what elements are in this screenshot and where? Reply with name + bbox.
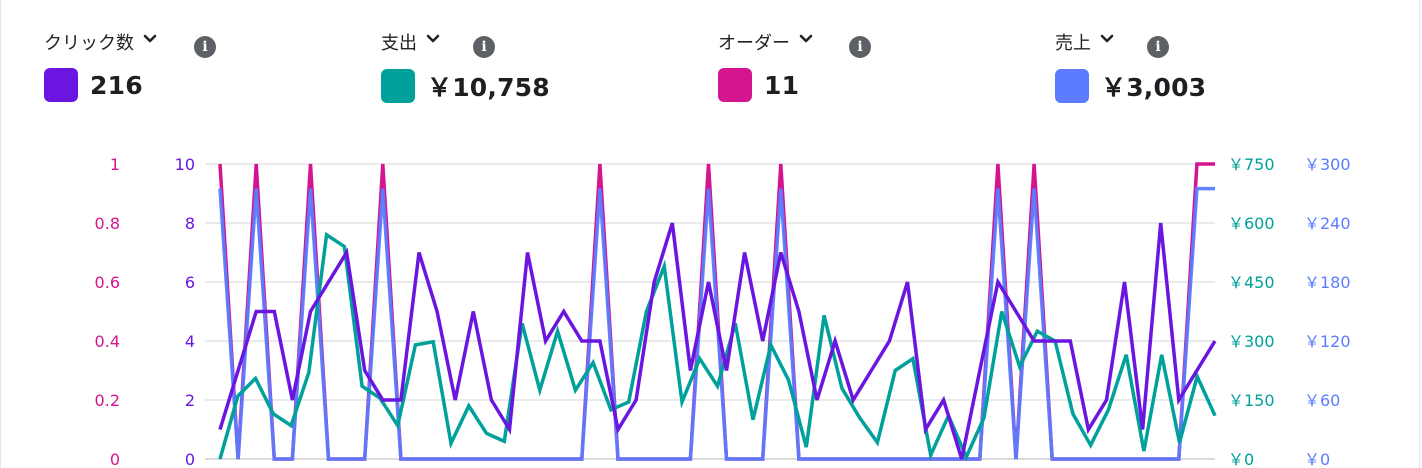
metric-orders-value: 11 — [764, 70, 800, 100]
metric-sales-swatch — [1055, 69, 1089, 103]
metric-spend-value: ￥10,758 — [427, 73, 550, 102]
axis-tick-label: ￥180 — [1304, 273, 1351, 292]
series-line-spend — [218, 231, 1217, 462]
axis-tick-label: ￥60 — [1304, 391, 1340, 410]
axis-tick-label: 0.8 — [95, 214, 120, 233]
metric-clicks-label: クリック数 — [44, 33, 134, 54]
axis-tick-label: ￥300 — [1304, 155, 1351, 174]
metric-clicks-swatch — [44, 68, 78, 102]
axis-tick-label: 0 — [110, 450, 120, 468]
axis-tick-label: 8 — [185, 214, 195, 233]
axis-tick-label: 2 — [185, 391, 195, 410]
info-icon[interactable]: i — [1147, 36, 1169, 58]
axis-tick-label: 10 — [175, 155, 195, 174]
metric-sales-value: ￥3,003 — [1101, 73, 1207, 102]
metric-spend-swatch — [381, 69, 415, 103]
metric-spend: 支出 i ￥10,758 — [381, 26, 550, 106]
axis-tick-label: ￥120 — [1304, 332, 1351, 351]
axis-tick-label: ￥150 — [1228, 391, 1275, 410]
axis-tick-label: ￥240 — [1304, 214, 1351, 233]
axis-tick-label: 0 — [185, 450, 195, 468]
axis-tick-label: 0.6 — [95, 273, 120, 292]
info-icon[interactable]: i — [849, 36, 871, 58]
axis-tick-label: ￥0 — [1304, 450, 1330, 468]
metric-spend-selector[interactable]: 支出 — [381, 26, 550, 58]
axis-tick-label: ￥300 — [1228, 332, 1275, 351]
axis-tick-label: 0.2 — [95, 391, 120, 410]
chevron-down-icon[interactable] — [798, 31, 814, 47]
series-line-clicks — [218, 222, 1217, 460]
axis-tick-label: 4 — [185, 332, 195, 351]
metric-orders-label: オーダー — [718, 33, 790, 54]
metric-clicks-value: 216 — [90, 70, 143, 100]
metric-orders-selector[interactable]: オーダー — [718, 26, 814, 58]
axis-tick-label: ￥600 — [1228, 214, 1275, 233]
metric-clicks-selector[interactable]: クリック数 — [44, 26, 158, 58]
metric-sales: 売上 i ￥3,003 — [1055, 26, 1206, 106]
info-icon[interactable]: i — [194, 36, 216, 58]
metric-sales-selector[interactable]: 売上 — [1055, 26, 1206, 58]
axis-tick-label: ￥450 — [1228, 273, 1275, 292]
axis-tick-label: ￥0 — [1228, 450, 1254, 468]
metric-orders-swatch — [718, 68, 752, 102]
axis-tick-label: 1 — [110, 155, 120, 174]
metric-spend-label: 支出 — [381, 33, 417, 54]
chevron-down-icon[interactable] — [425, 31, 441, 47]
axis-tick-label: ￥750 — [1228, 155, 1275, 174]
chevron-down-icon[interactable] — [1099, 31, 1115, 47]
axis-tick-label: 6 — [185, 273, 195, 292]
metric-sales-label: 売上 — [1055, 33, 1091, 54]
info-icon[interactable]: i — [473, 36, 495, 58]
metric-clicks: クリック数 i 216 — [44, 26, 216, 106]
axis-tick-label: 0.4 — [95, 332, 120, 351]
chevron-down-icon[interactable] — [142, 31, 158, 47]
metric-orders: オーダー i 11 — [718, 26, 871, 106]
